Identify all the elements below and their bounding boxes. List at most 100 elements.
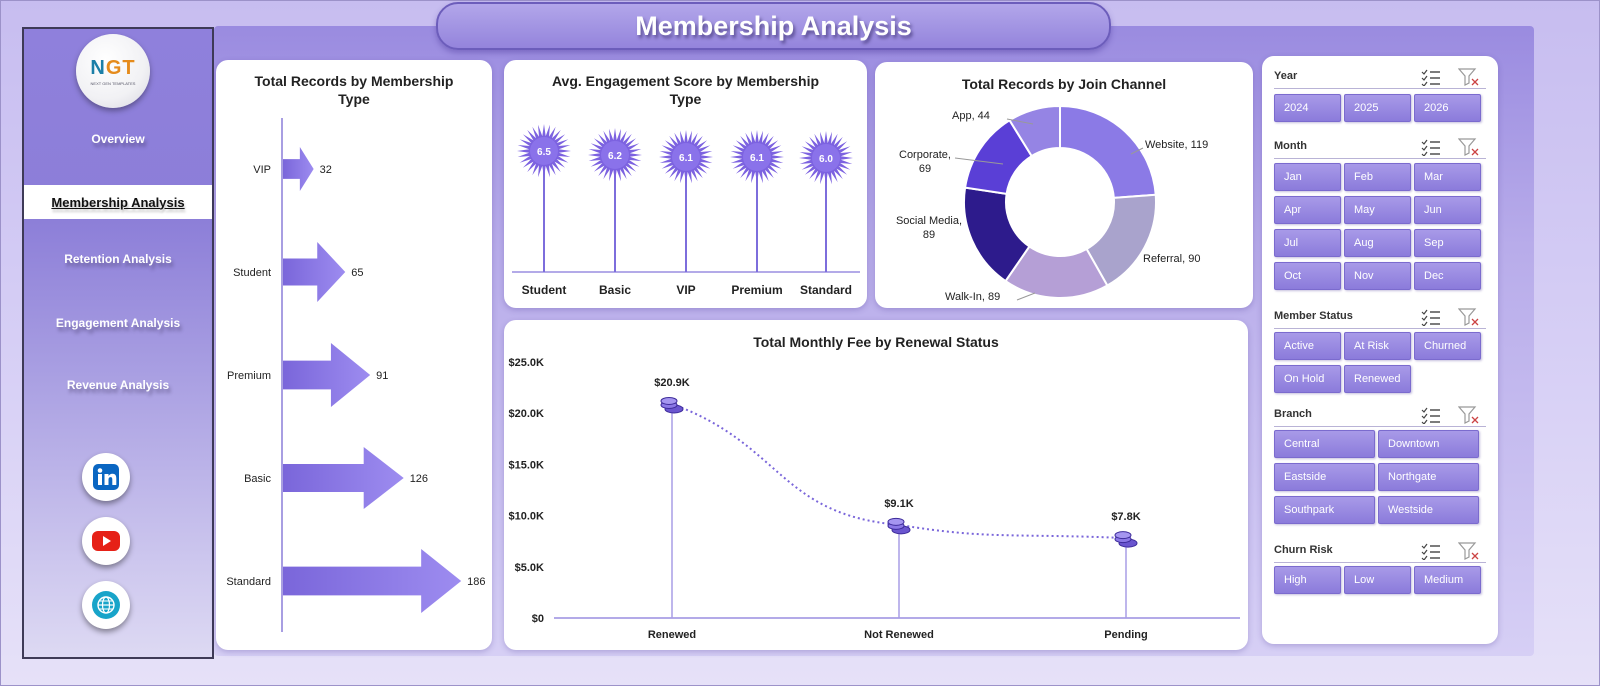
slice-label-website: Website, 119 [1145, 139, 1208, 151]
filter-option-year-2025[interactable]: 2025 [1344, 94, 1411, 122]
y-tick-label: $10.0K [509, 511, 545, 523]
filter-option-branch-eastside[interactable]: Eastside [1274, 463, 1375, 491]
clear-filter-icon[interactable] [1457, 308, 1480, 326]
clear-filter-icon[interactable] [1457, 542, 1480, 560]
filter-option-month-jun[interactable]: Jun [1414, 196, 1481, 224]
data-label: 65 [351, 267, 363, 279]
filter-option-member-status-on-hold[interactable]: On Hold [1274, 365, 1341, 393]
sidebar-item-revenue-analysis[interactable]: Revenue Analysis [66, 378, 170, 392]
filter-divider [1274, 158, 1486, 159]
filter-option-branch-downtown[interactable]: Downtown [1378, 430, 1479, 458]
category-label: Pending [1104, 629, 1147, 641]
slice-website [1059, 104, 1157, 200]
y-tick-label: $15.0K [509, 459, 545, 471]
filter-option-month-jul[interactable]: Jul [1274, 229, 1341, 257]
bar-basic [283, 447, 404, 509]
filter-option-branch-southpark[interactable]: Southpark [1274, 496, 1375, 524]
clear-filter-icon[interactable] [1457, 406, 1480, 424]
sidebar-item-engagement-analysis[interactable]: Engagement Analysis [55, 316, 181, 330]
sidebar-item-membership-analysis[interactable]: Membership Analysis [24, 185, 212, 219]
filter-option-churn-risk-low[interactable]: Low [1344, 566, 1411, 594]
filter-option-churn-risk-high[interactable]: High [1274, 566, 1341, 594]
filter-option-month-apr[interactable]: Apr [1274, 196, 1341, 224]
filter-option-month-aug[interactable]: Aug [1344, 229, 1411, 257]
coin-top [887, 517, 905, 526]
multi-select-icon[interactable] [1420, 68, 1442, 87]
bar-student [283, 242, 346, 302]
data-label: 91 [376, 370, 388, 382]
clear-filter-icon[interactable] [1457, 138, 1480, 156]
category-label: VIP [676, 283, 695, 297]
data-label: $20.9K [654, 377, 690, 389]
membership-type-card: Total Records by Membership Type VIP 32 St… [216, 60, 492, 650]
chart-title: Total Monthly Fee by Renewal Status [753, 334, 999, 350]
lollipop-center [601, 141, 629, 169]
join-channel-card: Total Records by Join Channel Website, 1… [875, 62, 1253, 308]
lollipop-center [743, 143, 771, 171]
monthly-fee-card: Total Monthly Fee by Renewal Status $0 $5… [504, 320, 1248, 650]
filter-title-year: Year [1274, 70, 1298, 82]
category-label: Not Renewed [864, 629, 934, 641]
youtube-button[interactable] [82, 517, 130, 565]
slice-app [1008, 104, 1061, 158]
bar-standard [283, 549, 462, 613]
filter-option-churn-risk-medium[interactable]: Medium [1414, 566, 1481, 594]
leader-line [1130, 147, 1144, 155]
lollipop-center [530, 137, 558, 165]
filter-option-month-feb[interactable]: Feb [1344, 163, 1411, 191]
chart-title: Total Records by Join Channel [961, 76, 1167, 92]
filter-option-month-dec[interactable]: Dec [1414, 262, 1481, 290]
sidebar-item-overview[interactable]: Overview [91, 132, 145, 146]
slice-label-app: App, 44 [952, 110, 990, 122]
filter-divider [1274, 328, 1486, 329]
website-button[interactable] [82, 581, 130, 629]
lollipop-center [672, 143, 700, 171]
leader-line [1006, 118, 1034, 125]
filter-option-member-status-churned[interactable]: Churned [1414, 332, 1481, 360]
filter-title-churn-risk: Churn Risk [1274, 544, 1333, 556]
linkedin-icon [93, 464, 119, 490]
slice-label-social-media-value: 89 [923, 229, 935, 241]
fee-line [671, 403, 1127, 540]
multi-select-icon[interactable] [1420, 542, 1442, 561]
filter-option-month-sep[interactable]: Sep [1414, 229, 1481, 257]
filter-option-branch-northgate[interactable]: Northgate [1378, 463, 1479, 491]
filter-option-month-may[interactable]: May [1344, 196, 1411, 224]
filter-option-member-status-renewed[interactable]: Renewed [1344, 365, 1411, 393]
membership-type-chart: VIP 32 Student 65 Premium 91 Basic 126 Standard 1… [226, 118, 486, 632]
category-label: Standard [226, 576, 271, 588]
linkedin-button[interactable] [82, 453, 130, 501]
bar-premium [283, 343, 371, 407]
filter-option-year-2024[interactable]: 2024 [1274, 94, 1341, 122]
slice-label-corporate: Corporate, [899, 149, 951, 161]
filter-divider [1274, 88, 1486, 89]
multi-select-icon[interactable] [1420, 138, 1442, 157]
multi-select-icon[interactable] [1420, 308, 1442, 327]
category-label: Premium [227, 370, 271, 382]
filter-option-branch-westside[interactable]: Westside [1378, 496, 1479, 524]
category-label: Basic [599, 283, 631, 297]
data-label: 186 [467, 576, 485, 588]
filter-title-member-status: Member Status [1274, 310, 1353, 322]
filter-option-month-mar[interactable]: Mar [1414, 163, 1481, 191]
filter-divider [1274, 426, 1486, 427]
filter-option-branch-central[interactable]: Central [1274, 430, 1375, 458]
y-tick-label: $20.0K [509, 408, 545, 420]
youtube-icon [92, 531, 120, 551]
engagement-score-chart: 6.5 Student 6.2 Basic 6.1 VIP 6.1 Premium 6.0 Sta… [512, 124, 860, 297]
filter-option-member-status-at-risk[interactable]: At Risk [1344, 332, 1411, 360]
filter-option-month-nov[interactable]: Nov [1344, 262, 1411, 290]
leader-line [954, 157, 1004, 165]
category-label: Student [522, 283, 567, 297]
clear-filter-icon[interactable] [1457, 68, 1480, 86]
data-label: 6.2 [608, 151, 622, 162]
filter-title-month: Month [1274, 140, 1307, 152]
filter-option-member-status-active[interactable]: Active [1274, 332, 1341, 360]
filter-option-month-oct[interactable]: Oct [1274, 262, 1341, 290]
filter-option-month-jan[interactable]: Jan [1274, 163, 1341, 191]
data-label: 6.1 [750, 153, 764, 164]
multi-select-icon[interactable] [1420, 406, 1442, 425]
page-title: Membership Analysis [635, 10, 912, 41]
sidebar-item-retention-analysis[interactable]: Retention Analysis [64, 252, 172, 266]
filter-option-year-2026[interactable]: 2026 [1414, 94, 1481, 122]
